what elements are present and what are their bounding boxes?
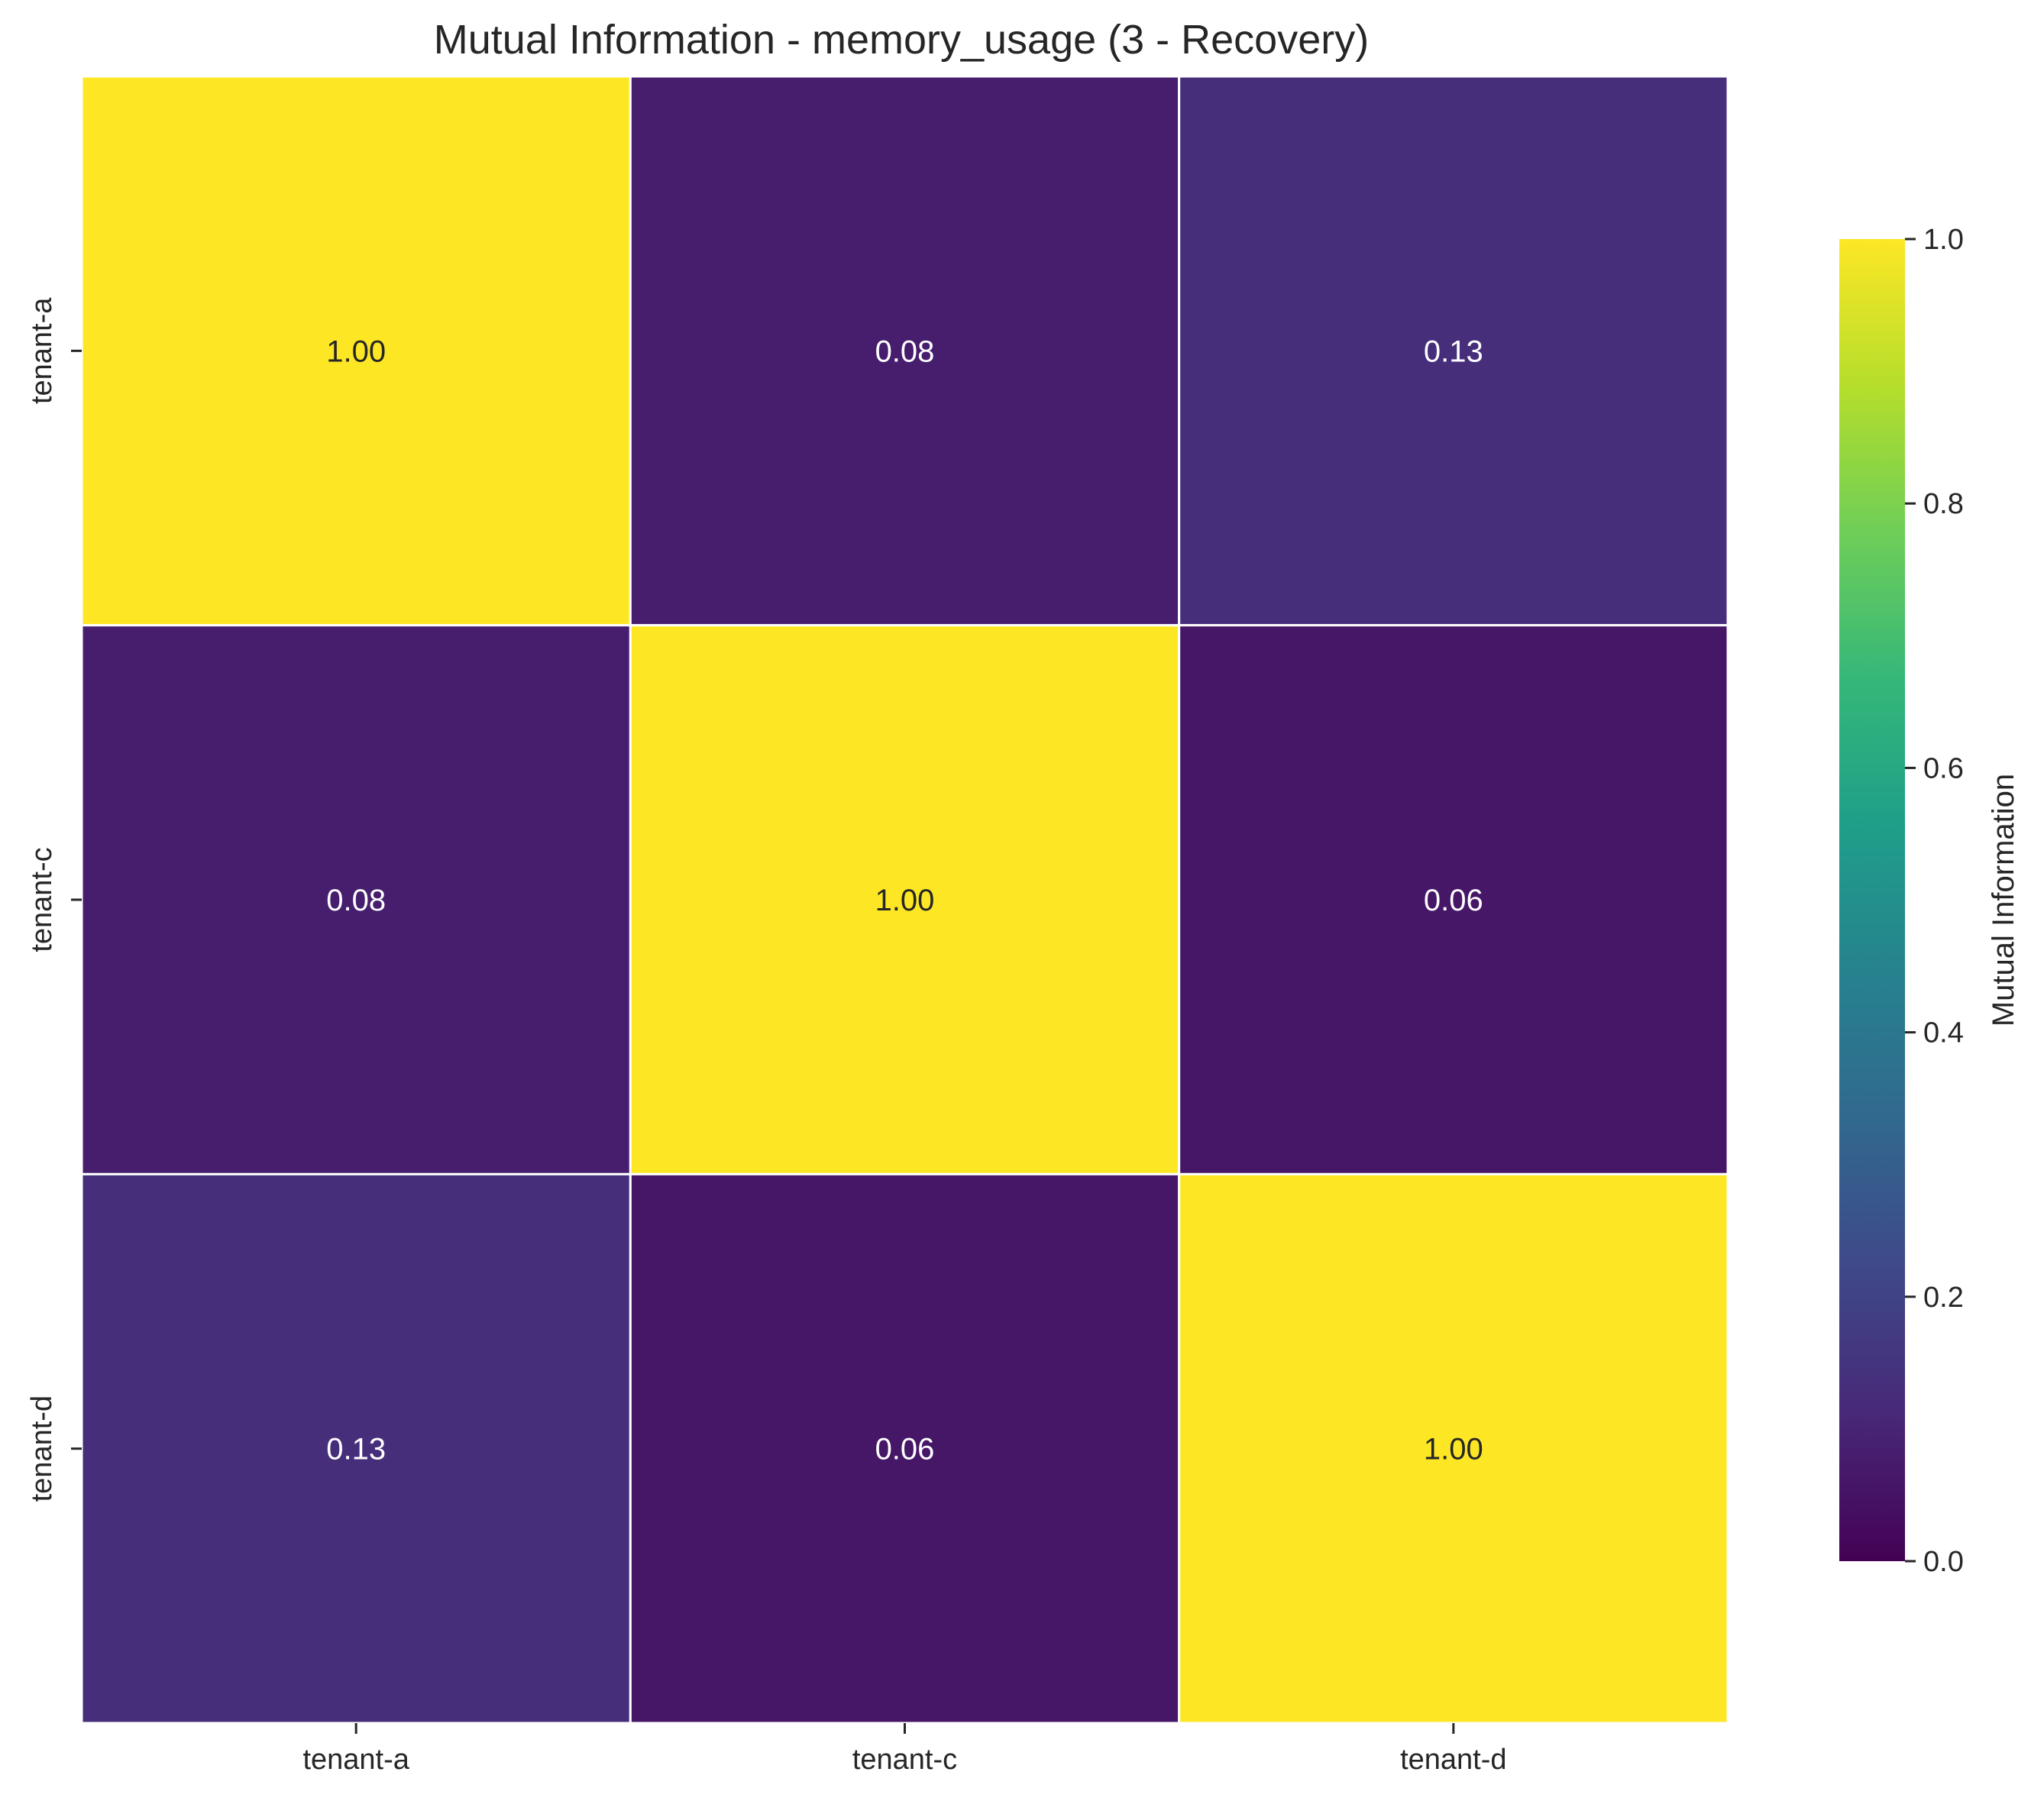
cell-value-label: 0.06 <box>875 1433 935 1466</box>
colorbar-tick-label: 1.0 <box>1923 224 1964 256</box>
heatmap-cell-tenant-c-tenant-c <box>629 624 1181 1175</box>
cell-value-label: 0.13 <box>1424 335 1483 368</box>
y-tick-label-tenant-c: tenant-c <box>26 847 58 952</box>
cell-value-label: 0.13 <box>326 1433 386 1466</box>
colorbar-tick-label: 0.8 <box>1923 488 1964 520</box>
cell-value-label: 0.08 <box>875 335 935 368</box>
cell-value-label: 1.00 <box>875 884 935 917</box>
colorbar-tick-label: 0.2 <box>1923 1282 1964 1314</box>
colorbar-label: Mutual Information <box>1987 774 2020 1027</box>
y-tick-label-tenant-a: tenant-a <box>26 297 58 404</box>
heatmap-cell-tenant-a-tenant-c <box>629 75 1181 627</box>
heatmap-cell-tenant-a-tenant-d <box>1178 75 1729 627</box>
cell-value-label: 0.06 <box>1424 884 1483 917</box>
colorbar-tick-label: 0.4 <box>1923 1017 1964 1049</box>
y-axis-labels: tenant-a tenant-c tenant-d <box>26 297 82 1502</box>
x-tick-label-tenant-a: tenant-a <box>302 1744 409 1776</box>
heatmap-cell-tenant-c-tenant-a <box>80 624 632 1175</box>
chart-title: Mutual Information - memory_usage (3 - R… <box>434 17 1369 63</box>
heatmap-cells: 1.00 0.08 0.13 0.08 1.00 0.06 0.13 0.06 1.00 <box>80 75 1729 1725</box>
x-tick-label-tenant-d: tenant-d <box>1400 1744 1506 1776</box>
cell-value-label: 1.00 <box>326 335 386 368</box>
cell-value-label: 0.08 <box>326 884 386 917</box>
colorbar: 0.0 0.2 0.4 0.6 0.8 1.0 Mutual Information <box>1839 224 2020 1578</box>
x-tick-label-tenant-c: tenant-c <box>852 1744 957 1776</box>
heatmap-cell-tenant-d-tenant-c <box>629 1172 1181 1725</box>
cell-value-label: 1.00 <box>1424 1433 1483 1466</box>
heatmap-cell-tenant-d-tenant-a <box>80 1172 632 1725</box>
colorbar-gradient <box>1839 239 1905 1561</box>
heatmap-cell-tenant-c-tenant-d <box>1178 624 1729 1175</box>
x-axis-labels: tenant-a tenant-c tenant-d <box>302 1723 1507 1776</box>
colorbar-tick-label: 0.0 <box>1923 1546 1964 1578</box>
heatmap-cell-tenant-a-tenant-a <box>80 75 632 627</box>
colorbar-tick-label: 0.6 <box>1923 752 1964 784</box>
y-tick-label-tenant-d: tenant-d <box>26 1395 58 1502</box>
